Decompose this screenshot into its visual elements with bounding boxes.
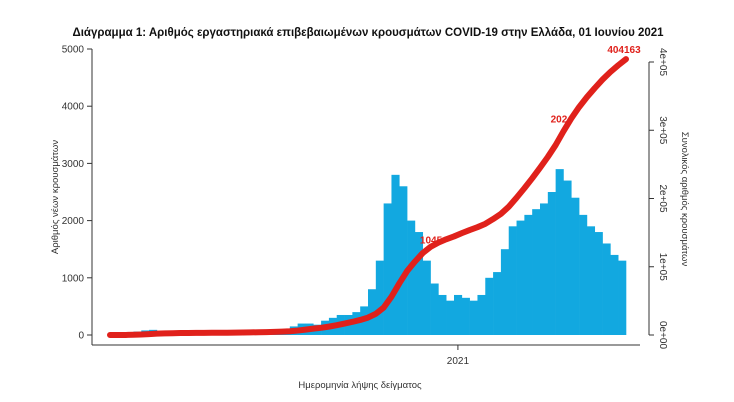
cumulative-line-path (107, 56, 629, 338)
bar (594, 232, 603, 335)
bar (383, 203, 392, 335)
bar (547, 192, 556, 335)
cumulative-annotation: 1045 (420, 235, 443, 246)
bar (446, 300, 455, 335)
bar (493, 272, 502, 335)
bar (532, 209, 541, 335)
x-tick-label: 2021 (447, 356, 470, 367)
bar (516, 220, 525, 335)
daily-cases-bars (110, 169, 627, 335)
bar (430, 283, 439, 335)
bar (571, 197, 580, 335)
bar (579, 214, 588, 335)
bar (438, 294, 447, 335)
bar (618, 260, 627, 335)
y-tick-label: 1000 (62, 273, 85, 284)
cumulative-line (107, 56, 629, 338)
cumulative-annotation: 202 (551, 114, 568, 125)
bar (399, 186, 408, 335)
bar (414, 232, 424, 335)
y-tick-label: 2000 (62, 216, 85, 227)
bar (485, 277, 494, 335)
bar (610, 254, 619, 335)
bar (540, 203, 549, 335)
bar (461, 297, 470, 335)
y-tick-label: 0 (78, 331, 84, 342)
bar (555, 169, 564, 335)
bar (422, 260, 431, 335)
bar (524, 214, 533, 335)
y-axis-label: Αριθμός νέων κρουσμάτων (50, 140, 61, 254)
y2-tick-label: 3e+05 (657, 116, 668, 145)
bar (469, 300, 478, 335)
y2-tick-label: 1e+05 (657, 253, 668, 282)
y-tick-label: 5000 (62, 45, 85, 56)
x-axis-label: Ημερομηνία λήψης δείγματος (298, 380, 422, 391)
bar (500, 249, 510, 335)
bar (563, 180, 572, 335)
y2-tick-label: 4e+05 (657, 48, 668, 77)
bar (375, 260, 384, 335)
y-tick-label: 3000 (62, 159, 85, 170)
y2-tick-label: 0e+00 (657, 321, 668, 350)
bar (368, 289, 377, 335)
bar (508, 226, 517, 335)
bar (586, 226, 596, 335)
bar (391, 174, 400, 335)
y2-axis-label: Συνολικός αριθμός κρουσμάτων (679, 132, 690, 267)
bar (477, 294, 486, 335)
bar (602, 243, 611, 335)
cumulative-annotation: 404163 (607, 45, 641, 56)
bar (407, 220, 416, 335)
bar (454, 294, 463, 335)
y2-tick-label: 2e+05 (657, 184, 668, 213)
chart-title: Διάγραμμα 1: Αριθμός εργαστηριακά επιβεβ… (72, 27, 664, 39)
y-tick-label: 4000 (62, 102, 85, 113)
